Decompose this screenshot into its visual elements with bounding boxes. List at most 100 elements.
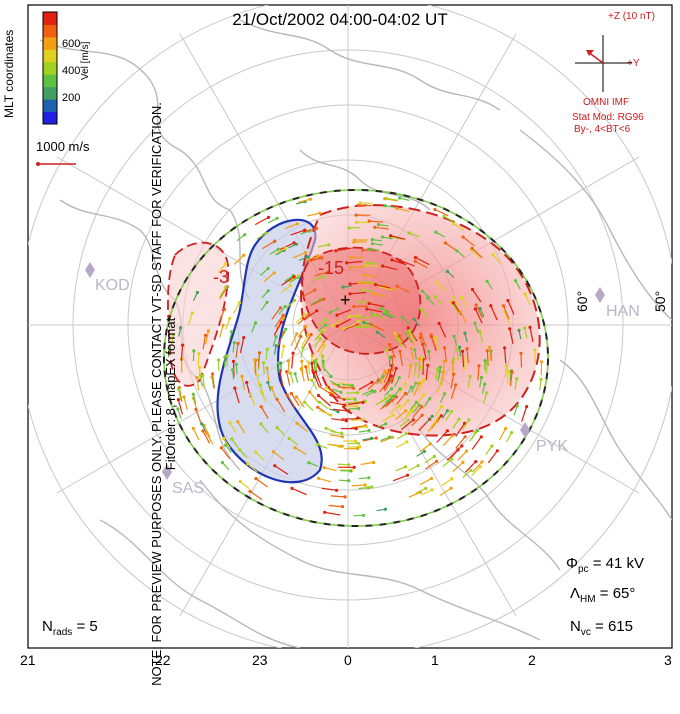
station-pyk-label: PYK xyxy=(536,438,568,456)
velocity-vector-origin xyxy=(407,332,410,335)
velocity-vector-origin xyxy=(450,410,453,413)
velocity-vector-origin xyxy=(272,450,275,453)
note-line-2: FitOrder: 8, mapEX format xyxy=(164,74,178,714)
velocity-vector-origin xyxy=(452,301,455,304)
velocity-vector-origin xyxy=(371,242,374,245)
velocity-vector-origin xyxy=(480,435,483,438)
velocity-vector-origin xyxy=(295,332,298,335)
n-vc-value: 615 xyxy=(608,618,633,635)
velocity-vector-origin xyxy=(351,384,354,387)
velocity-vector xyxy=(240,482,249,489)
velocity-vector xyxy=(331,496,345,497)
velocity-vector-origin xyxy=(505,363,508,366)
velocity-vector-origin xyxy=(381,375,384,378)
velocity-vector-origin xyxy=(434,336,437,339)
velocity-vector-origin xyxy=(375,436,378,439)
velocity-vector-origin xyxy=(336,410,339,413)
velocity-vector-origin xyxy=(528,326,531,329)
velocity-vector-origin xyxy=(479,465,482,468)
velocity-vector-origin xyxy=(423,450,426,453)
velocity-vector xyxy=(422,490,432,495)
velocity-vector-origin xyxy=(356,316,359,319)
velocity-vector-origin xyxy=(300,360,303,363)
velocity-vector-origin xyxy=(405,440,408,443)
velocity-vector-origin xyxy=(293,275,296,278)
velocity-vector-origin xyxy=(408,329,411,332)
velocity-vector-origin xyxy=(264,232,267,235)
velocity-vector-origin xyxy=(286,393,289,396)
velocity-vector-origin xyxy=(457,418,460,421)
velocity-vector-origin xyxy=(469,375,472,378)
velocity-vector-origin xyxy=(502,304,505,307)
velocity-vector-origin xyxy=(349,266,352,269)
velocity-vector-origin xyxy=(315,309,318,312)
velocity-vector-origin xyxy=(391,355,394,358)
velocity-vector-origin xyxy=(329,311,332,314)
velocity-vector-origin xyxy=(372,461,375,464)
velocity-vector-origin xyxy=(465,450,468,453)
velocity-vector-origin xyxy=(488,346,491,349)
velocity-vector-origin xyxy=(510,371,513,374)
velocity-vector-origin xyxy=(308,390,311,393)
velocity-vector-origin xyxy=(239,480,242,483)
velocity-vector-origin xyxy=(304,325,307,328)
velocity-vector-origin xyxy=(279,306,282,309)
velocity-vector-origin xyxy=(474,431,477,434)
velocity-vector-origin xyxy=(368,302,371,305)
colorbar-title: Vel [m/s] xyxy=(80,42,91,80)
velocity-vector-origin xyxy=(452,358,455,361)
colorbar-segment xyxy=(43,74,57,87)
velocity-vector-origin xyxy=(477,364,480,367)
velocity-vector-origin xyxy=(462,236,465,239)
velocity-vector-origin xyxy=(450,458,453,461)
velocity-vector-origin xyxy=(355,325,358,328)
velocity-vector-origin xyxy=(325,386,328,389)
velocity-vector-origin xyxy=(287,359,290,362)
velocity-vector-origin xyxy=(236,342,239,345)
velocity-vector-origin xyxy=(345,419,348,422)
velocity-vector-origin xyxy=(471,288,474,291)
velocity-vector-origin xyxy=(296,222,299,225)
velocity-vector-origin xyxy=(385,311,388,314)
velocity-vector-origin xyxy=(281,314,284,317)
velocity-vector-origin xyxy=(452,373,455,376)
velocity-vector-origin xyxy=(267,267,270,270)
velocity-vector-origin xyxy=(322,298,325,301)
velocity-vector-origin xyxy=(356,391,359,394)
velocity-vector-origin xyxy=(294,372,297,375)
velocity-vector-origin xyxy=(433,455,436,458)
velocity-vector-origin xyxy=(292,352,295,355)
velocity-vector-origin xyxy=(362,514,365,517)
velocity-vector-origin xyxy=(262,361,265,364)
velocity-vector-origin xyxy=(303,229,306,232)
velocity-vector-origin xyxy=(486,349,489,352)
velocity-vector-origin xyxy=(310,362,313,365)
velocity-vector-origin xyxy=(273,271,276,274)
velocity-vector-origin xyxy=(404,382,407,385)
velocity-vector-origin xyxy=(524,292,527,295)
velocity-vector xyxy=(305,402,313,410)
velocity-vector-origin xyxy=(440,405,443,408)
velocity-vector-origin xyxy=(260,390,263,393)
velocity-vector-origin xyxy=(348,226,351,229)
velocity-vector-origin xyxy=(357,407,360,410)
velocity-vector-origin xyxy=(471,247,474,250)
velocity-vector-origin xyxy=(307,361,310,364)
velocity-vector-origin xyxy=(483,383,486,386)
velocity-vector-origin xyxy=(443,346,446,349)
velocity-vector-origin xyxy=(228,421,231,424)
pole-marker: + xyxy=(340,290,351,310)
velocity-vector-origin xyxy=(418,382,421,385)
velocity-vector xyxy=(288,361,289,374)
imf-right-label: +Y xyxy=(627,58,640,69)
velocity-vector xyxy=(351,257,364,258)
velocity-vector-origin xyxy=(433,208,436,211)
velocity-vector-origin xyxy=(473,322,476,325)
velocity-vector-origin xyxy=(461,461,464,464)
mlt-tick-0: 0 xyxy=(344,652,352,668)
lat-label-50: 50° xyxy=(652,291,668,312)
velocity-vector xyxy=(458,451,467,460)
velocity-vector-origin xyxy=(349,282,352,285)
velocity-vector-origin xyxy=(347,410,350,413)
velocity-vector xyxy=(329,506,343,507)
